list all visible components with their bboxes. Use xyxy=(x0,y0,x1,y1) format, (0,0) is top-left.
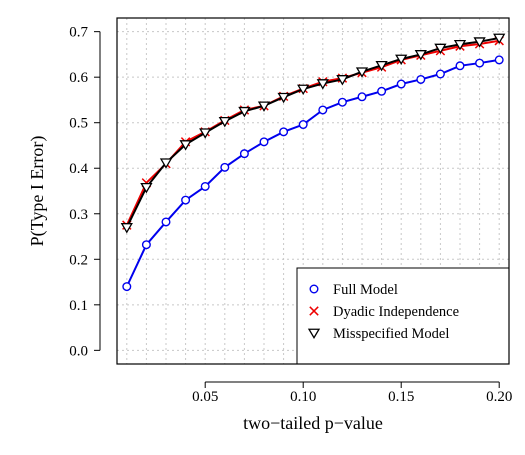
legend-marker xyxy=(309,284,319,294)
y-tick-label: 0.3 xyxy=(69,207,88,223)
data-point xyxy=(141,240,151,250)
y-tick-label: 0.7 xyxy=(69,25,88,41)
data-point xyxy=(377,86,387,96)
data-point xyxy=(416,74,426,84)
data-point xyxy=(297,84,310,96)
data-point xyxy=(473,37,486,48)
legend-marker xyxy=(309,306,319,316)
legend-marker xyxy=(307,328,321,340)
x-axis-title: two−tailed p−value xyxy=(243,413,383,433)
legend-label: Dyadic Independence xyxy=(333,304,459,320)
data-point xyxy=(239,149,249,159)
y-tick-label: 0.0 xyxy=(69,343,88,359)
data-point xyxy=(277,92,290,104)
data-point xyxy=(279,127,289,137)
legend-item-full-model: Full Model xyxy=(309,282,398,298)
data-point xyxy=(238,106,251,118)
plot-frame xyxy=(116,17,510,365)
data-point xyxy=(337,97,347,107)
series-misspecified-model xyxy=(120,33,506,234)
y-tick-label: 0.6 xyxy=(69,70,88,86)
data-point xyxy=(140,182,153,194)
data-point xyxy=(493,33,506,45)
data-point xyxy=(181,195,191,205)
legend-label: Misspecified Model xyxy=(333,326,449,342)
y-axis-title: P(Type I Error) xyxy=(27,136,48,247)
data-point xyxy=(475,58,485,68)
y-tick-label: 0.1 xyxy=(69,298,88,314)
data-point xyxy=(199,128,212,139)
axes: 0.05 0.10 0.15 0.20 0.0 0.1 0.2 0.3 0.4 0.5 0.6 0.7 xyxy=(69,25,512,405)
legend-label: Full Model xyxy=(333,282,398,298)
data-point xyxy=(375,60,388,72)
x-tick-label: 0.05 xyxy=(192,389,218,405)
data-point xyxy=(257,101,271,112)
data-point xyxy=(200,181,210,191)
data-point xyxy=(220,162,230,172)
data-point xyxy=(122,282,132,292)
data-point xyxy=(355,67,369,78)
legend-item-dyadic-independence: Dyadic Independence xyxy=(309,304,459,320)
data-point xyxy=(336,75,349,86)
data-point xyxy=(395,54,408,66)
data-point xyxy=(357,92,367,102)
data-point xyxy=(396,79,406,89)
data-point xyxy=(259,137,269,147)
x-tick-label: 0.10 xyxy=(290,389,316,405)
data-point xyxy=(218,116,231,128)
data-point xyxy=(318,105,328,115)
data-point xyxy=(494,55,504,65)
x-tick-label: 0.20 xyxy=(486,389,512,405)
data-point xyxy=(455,61,465,71)
legend: Full Model Dyadic Independence Misspecifie… xyxy=(296,267,510,365)
data-point xyxy=(298,120,308,130)
y-tick-label: 0.2 xyxy=(69,252,88,268)
data-point xyxy=(120,223,133,234)
data-point xyxy=(159,158,173,169)
y-tick-label: 0.5 xyxy=(69,116,88,132)
data-point xyxy=(179,140,192,151)
x-tick-label: 0.15 xyxy=(388,389,414,405)
series-dyadic-independence xyxy=(122,36,504,230)
series-full-model xyxy=(122,55,504,292)
data-point xyxy=(316,79,329,90)
series xyxy=(120,33,506,292)
data-point xyxy=(453,40,467,51)
grid xyxy=(117,18,509,364)
data-point xyxy=(434,43,447,55)
y-tick-label: 0.4 xyxy=(69,161,88,177)
data-point xyxy=(161,217,171,227)
data-point xyxy=(414,50,427,61)
legend-box xyxy=(296,267,510,365)
legend-item-misspecified-model: Misspecified Model xyxy=(307,326,449,342)
series-line-full-model xyxy=(125,58,500,288)
series-line-dyadic-independence xyxy=(125,39,500,226)
data-point xyxy=(435,69,445,79)
